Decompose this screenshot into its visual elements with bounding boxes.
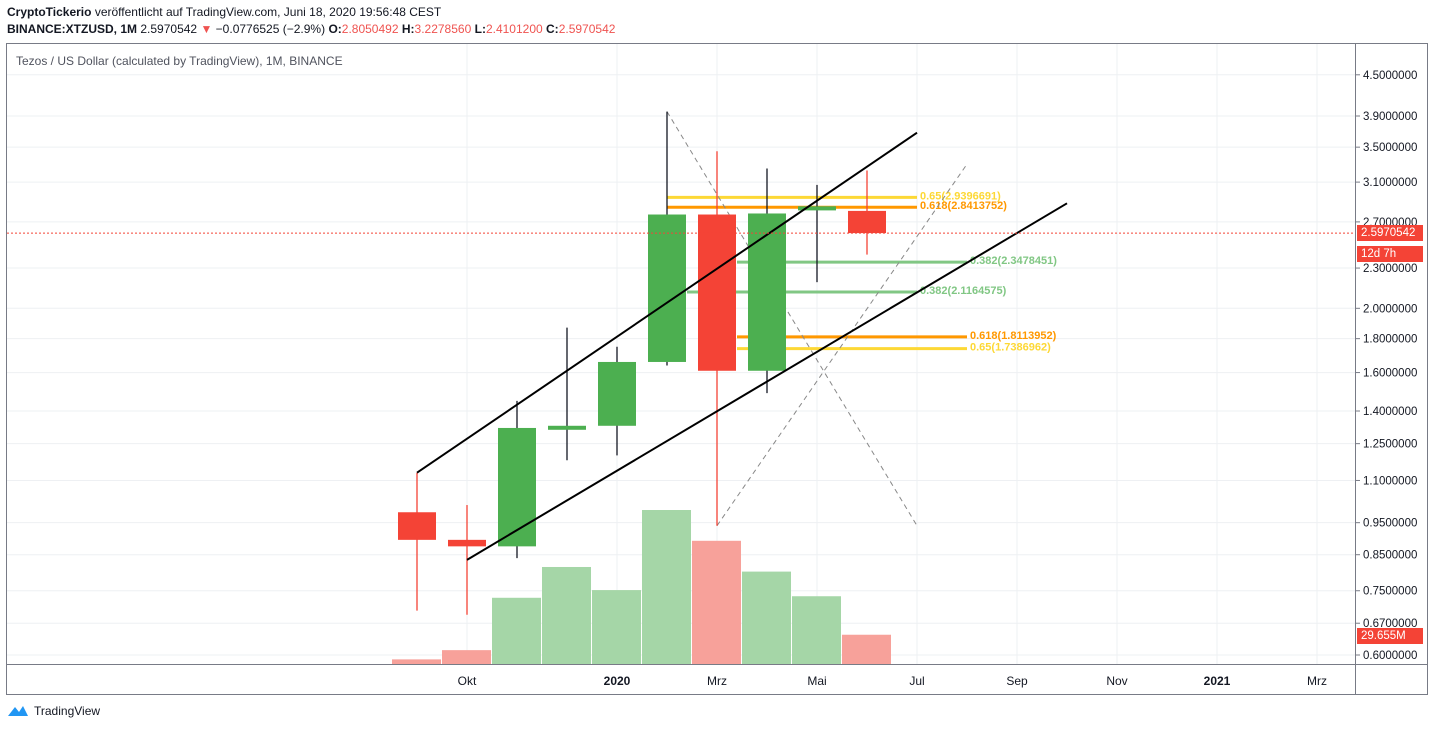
down-arrow-icon: ▼ [200,22,213,36]
fib-diagonal-up [716,163,968,527]
fib-level-label: 0.382(2.3478451) [970,255,1057,267]
y-tick-label: 3.5000000 [1363,142,1417,154]
candle-body [498,427,536,547]
low-value: 2.4101200 [485,22,543,36]
close-value: 2.5970542 [558,22,616,36]
tradingview-logo-icon [8,706,28,716]
volume-bar [742,571,791,664]
published-text: veröffentlicht auf TradingView.com, Juni… [94,5,442,19]
candle-body [648,214,686,362]
last-price-tag: 2.5970542 [1357,225,1423,241]
y-tick-label: 3.1000000 [1363,177,1417,189]
volume-bar [842,634,891,664]
countdown-tag: 12d 7h [1357,246,1423,262]
price-change: −0.0776525 (−2.9%) [215,22,326,36]
y-tick-label: 1.1000000 [1363,475,1417,487]
candle-body [398,512,436,540]
volume-bar [592,590,641,664]
volume-bar [442,650,491,664]
channel-upper-line [416,131,918,474]
candle-body [448,539,486,547]
y-tick-label: 1.6000000 [1363,368,1417,380]
volume-bar [692,540,741,664]
y-tick-label: 2.0000000 [1363,303,1417,315]
y-tick-label: 1.4000000 [1363,406,1417,418]
x-tick-label: Jul [909,674,924,688]
candle-body [548,425,586,430]
fib-level-label: 0.618(1.8113952) [970,330,1057,342]
candle-body [848,210,886,234]
high-label: H: [401,22,415,36]
y-tick-label: 1.8000000 [1363,334,1417,346]
x-tick-label: Okt [458,674,477,688]
volume-bar [392,659,441,664]
fib-level-label: 0.65(2.9396691) [920,190,1001,202]
x-tick-label: Sep [1006,674,1028,688]
x-tick-label: 2020 [604,674,631,688]
chart-title: Tezos / US Dollar (calculated by Trading… [16,54,343,68]
candle-body [748,213,786,371]
y-tick-label: 0.6700000 [1363,618,1417,630]
fib-level-label: 0.65(1.7386962) [970,342,1051,354]
open-value: 2.8050492 [341,22,399,36]
tradingview-footer[interactable]: TradingView [7,704,100,718]
high-value: 3.2278560 [414,22,472,36]
publisher-line: CryptoTickerio veröffentlicht auf Tradin… [7,5,441,19]
author-name[interactable]: CryptoTickerio [7,5,92,19]
y-tick-label: 2.3000000 [1363,263,1417,275]
volume-tag: 29.655M [1357,628,1423,644]
channel-lower-line [466,202,1068,561]
candle-body [698,214,736,371]
fib-level-label: 0.618(2.8413752) [920,200,1007,212]
y-tick-label: 3.9000000 [1363,111,1417,123]
volume-bar [642,510,691,664]
x-tick-label: Nov [1106,674,1127,688]
y-tick-label: 0.7500000 [1363,586,1417,598]
y-tick-label: 4.5000000 [1363,70,1417,82]
close-label: C: [546,22,559,36]
open-label: O: [328,22,342,36]
low-label: L: [474,22,486,36]
volume-bar [492,597,541,664]
x-tick-label: Mrz [1307,674,1327,688]
volume-bar [542,566,591,664]
y-tick-label: 0.8500000 [1363,550,1417,562]
last-price: 2.5970542 [140,22,198,36]
y-tick-label: 0.9500000 [1363,518,1417,530]
fib-level-label: 0.382(2.1164575) [920,285,1007,297]
candle-body [598,361,636,426]
y-tick-label: 0.6000000 [1363,650,1417,662]
volume-bar [792,596,841,664]
ohlc-line: BINANCE:XTZUSD, 1M 2.5970542 ▼ −0.077652… [7,22,615,36]
x-tick-label: 2021 [1204,674,1231,688]
footer-brand: TradingView [34,704,101,718]
candle-body [798,206,836,211]
symbol-label: BINANCE:XTZUSD, 1M [7,22,138,36]
x-tick-label: Mai [807,674,826,688]
x-tick-label: Mrz [707,674,727,688]
chart-frame[interactable] [6,43,1428,695]
y-tick-label: 1.2500000 [1363,439,1417,451]
